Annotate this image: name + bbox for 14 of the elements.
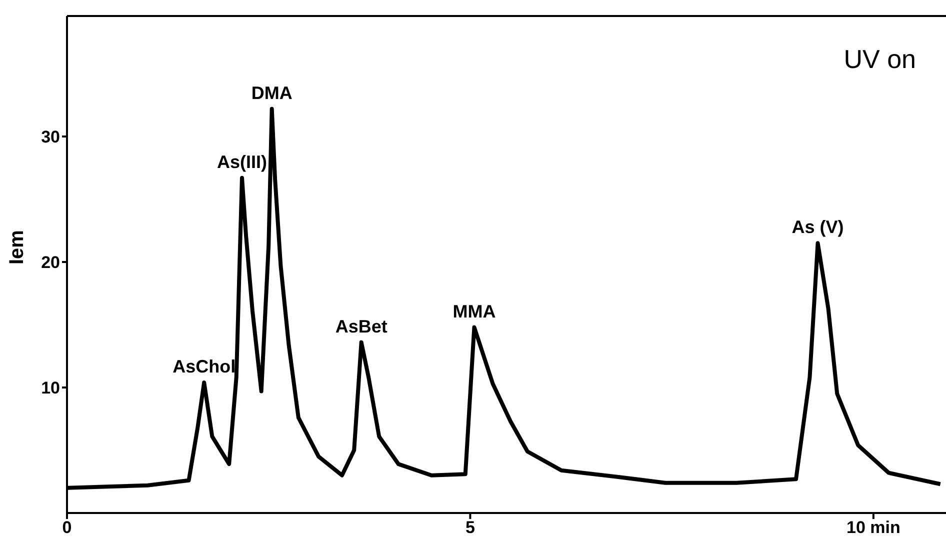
x-tick-label: 0 [62, 518, 72, 538]
annotation: As (V) [792, 217, 844, 238]
x-tick-label: 10 min [846, 518, 900, 538]
y-tick-label: 20 [41, 253, 60, 272]
annotation: AsChol [172, 356, 236, 376]
annotation: MMA [452, 301, 496, 322]
annotation: As(III) [216, 152, 267, 172]
annotation: DMA [251, 82, 292, 103]
annotation: AsBet [335, 316, 388, 336]
y-axis-title: Iem [6, 230, 28, 264]
annotation: UV on [844, 44, 916, 75]
y-tick-label: 10 [41, 378, 60, 398]
y-tick-label: 30 [41, 128, 60, 147]
x-tick-label: 5 [465, 518, 475, 538]
